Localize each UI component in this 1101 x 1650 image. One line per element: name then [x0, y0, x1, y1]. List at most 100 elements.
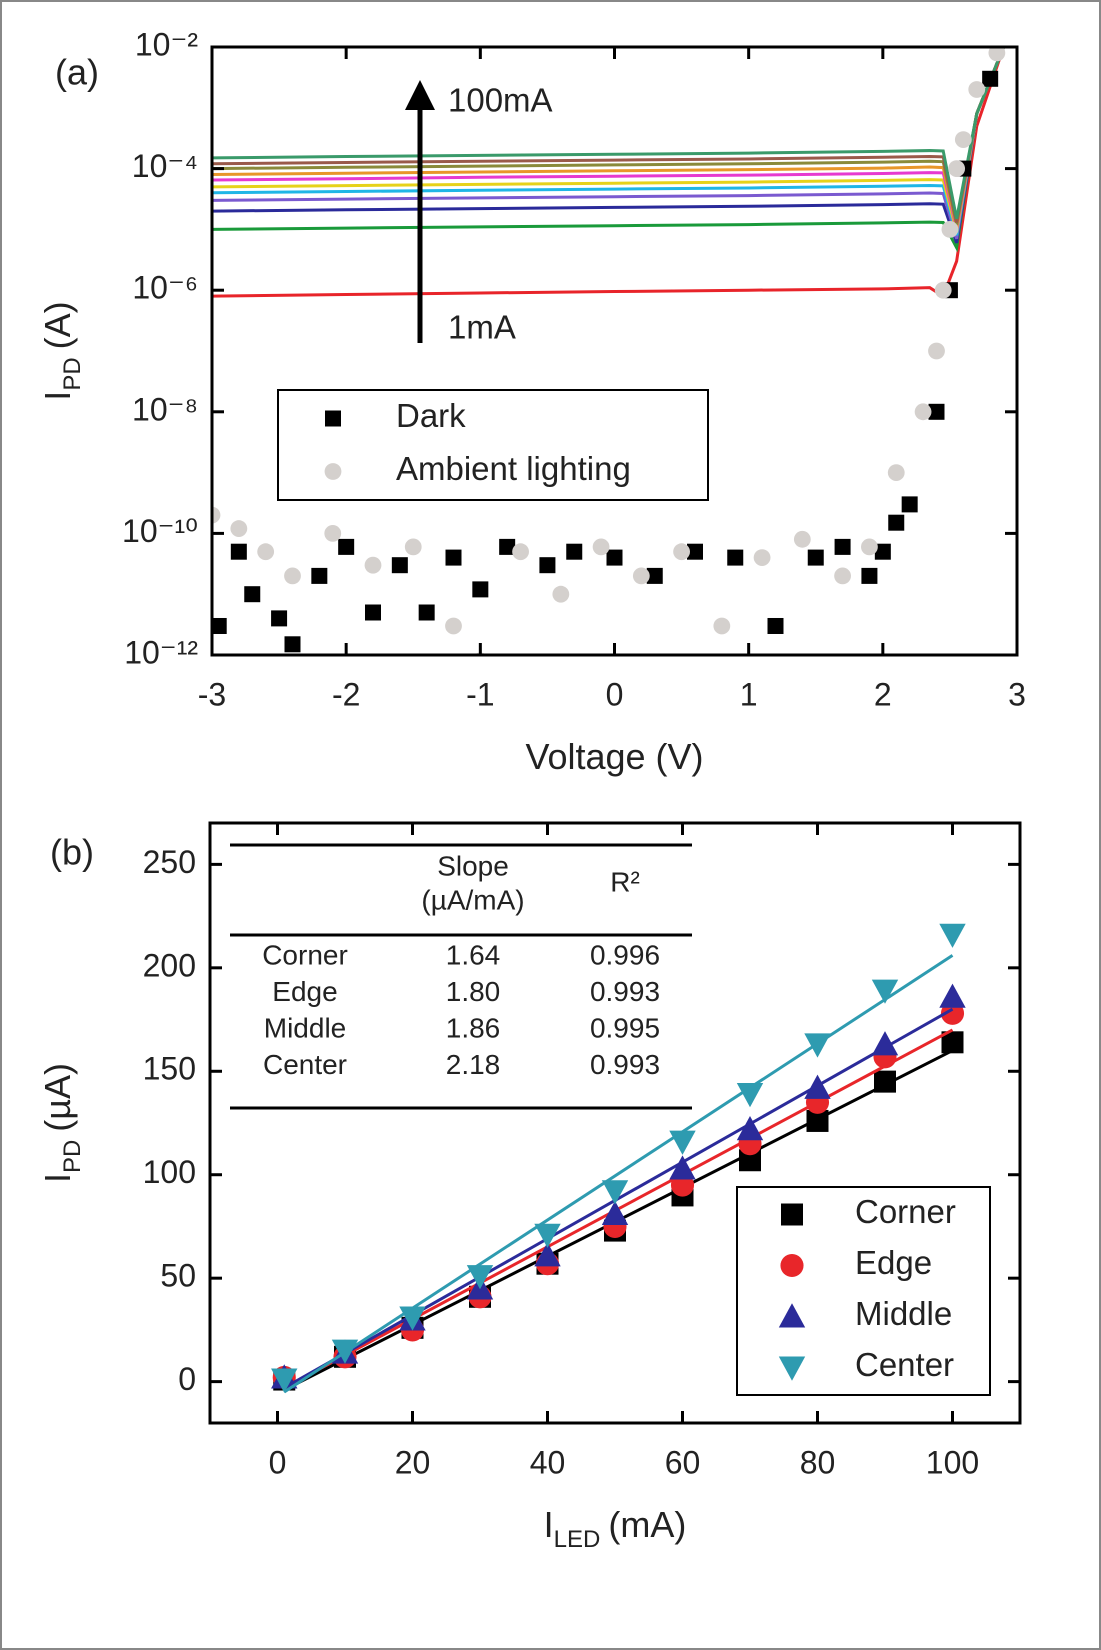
table-cell: Middle: [264, 1012, 346, 1043]
marker-triangle-down: [601, 1180, 629, 1205]
table-cell: 1.64: [446, 939, 501, 970]
marker-circle: [988, 47, 1006, 62]
plot-frame: [210, 45, 1019, 657]
annotation: 1mA: [448, 309, 516, 346]
y-tick-label: 50: [160, 1258, 196, 1294]
curve: [212, 47, 1005, 219]
x-tick-label: 2: [874, 676, 892, 712]
y-title-rest: (A): [37, 301, 78, 349]
y-tick-label: 10⁻²: [135, 26, 198, 62]
legend-label: Middle: [855, 1295, 952, 1332]
marker-circle: [887, 464, 905, 481]
y-title-sub: PD: [59, 357, 86, 390]
marker-square: [311, 567, 328, 584]
panel-label: (b): [50, 832, 94, 873]
marker-triangle-down: [804, 1033, 831, 1058]
marker-circle: [592, 538, 610, 556]
x-title-main: I: [544, 1504, 554, 1545]
marker-circle: [713, 617, 731, 635]
marker-circle: [404, 538, 422, 556]
x-tick-label: 80: [800, 1444, 836, 1480]
table-cell: 2.18: [446, 1049, 501, 1080]
marker-square: [566, 543, 583, 560]
marker-triangle-down: [736, 1083, 764, 1108]
marker-square: [212, 617, 227, 634]
marker-circle: [941, 221, 959, 238]
fit-line: [283, 1007, 954, 1390]
marker-circle: [928, 342, 945, 360]
legend-label: Center: [855, 1346, 954, 1383]
marker-triangle-down: [466, 1265, 494, 1290]
marker-circle: [324, 525, 342, 542]
legend-box: [277, 389, 709, 501]
curve: [212, 47, 1005, 244]
marker-circle: [512, 543, 529, 561]
annotation: 100mA: [448, 82, 553, 119]
legend-marker: [324, 463, 342, 480]
fit-line: [283, 954, 954, 1394]
marker-circle: [364, 556, 382, 574]
x-axis-title: ILED (mA): [544, 1504, 687, 1554]
x-title-main: Voltage (V): [525, 736, 703, 777]
marker-circle: [914, 403, 932, 421]
marker-triangle-up: [871, 1031, 899, 1056]
marker-square: [941, 1031, 964, 1054]
marker-triangle-up: [939, 983, 966, 1008]
marker-circle: [954, 131, 972, 148]
legend-marker: [781, 1203, 803, 1226]
marker-square: [982, 70, 999, 87]
table-header: R²: [610, 866, 640, 897]
y-tick-label: 10⁻⁴: [132, 148, 198, 184]
marker-circle: [673, 543, 690, 561]
y-tick-label: 10⁻¹⁰: [122, 513, 198, 549]
marker-circle: [948, 160, 966, 178]
marker-square: [687, 543, 703, 560]
table-cell: 1.80: [446, 976, 501, 1007]
x-tick-label: 60: [665, 1444, 701, 1480]
x-tick-label: 1: [740, 676, 758, 712]
marker-circle: [753, 549, 771, 566]
marker-square: [739, 1149, 761, 1172]
panel-label: (a): [55, 52, 99, 93]
marker-square: [901, 496, 918, 513]
marker-circle: [968, 81, 986, 98]
curve: [212, 47, 1005, 253]
y-title-main: I: [37, 391, 78, 401]
marker-square: [230, 543, 247, 560]
curve: [212, 47, 1005, 230]
y-tick-label: 200: [143, 947, 196, 983]
marker-triangle-up: [601, 1200, 629, 1226]
x-tick-label: 0: [606, 676, 624, 712]
marker-square: [767, 617, 784, 634]
marker-square: [391, 557, 408, 574]
marker-triangle-down: [871, 979, 899, 1004]
marker-circle: [793, 530, 811, 548]
table-cell: Edge: [272, 976, 337, 1007]
marker-square: [539, 557, 556, 574]
y-tick-label: 150: [143, 1051, 196, 1087]
x-tick-label: -2: [332, 676, 360, 712]
curve: [212, 47, 1006, 299]
plot-area: [212, 47, 1006, 655]
legend-label: Dark: [396, 397, 466, 434]
table-cell: 0.993: [590, 976, 660, 1007]
marker-square: [727, 549, 744, 566]
marker-circle: [552, 585, 570, 603]
marker-square: [472, 581, 489, 598]
marker-square: [365, 604, 381, 621]
x-tick-label: -1: [466, 676, 494, 712]
legend-marker: [325, 410, 341, 427]
y-tick-label: 100: [143, 1154, 196, 1190]
marker-square: [418, 604, 435, 621]
marker-circle: [834, 567, 851, 585]
marker-circle: [284, 567, 301, 585]
marker-square: [874, 543, 891, 560]
table-cell: Center: [263, 1049, 347, 1080]
table-cell: Corner: [262, 939, 348, 970]
legend-box: [736, 1186, 991, 1396]
x-tick-label: 100: [926, 1444, 979, 1480]
marker-square: [874, 1070, 896, 1093]
